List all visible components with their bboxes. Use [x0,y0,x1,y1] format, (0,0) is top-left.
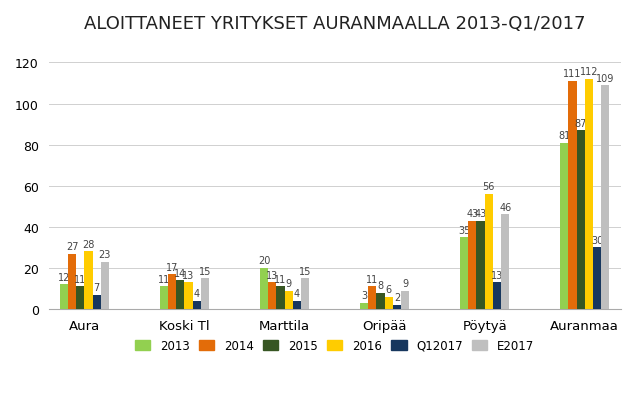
Text: 87: 87 [574,119,587,128]
Bar [93,295,101,309]
Text: 112: 112 [580,67,598,77]
Bar [468,221,477,309]
Text: 15: 15 [199,266,211,276]
Legend: 2013, 2014, 2015, 2016, Q12017, E2017: 2013, 2014, 2015, 2016, Q12017, E2017 [130,334,539,357]
Bar [160,287,168,309]
Text: 8: 8 [378,280,383,290]
Text: 12: 12 [58,272,70,282]
Text: 43: 43 [474,209,487,219]
Text: 109: 109 [596,73,615,83]
Text: 9: 9 [286,278,291,288]
Bar [168,275,176,309]
Bar [477,221,485,309]
Bar [101,262,109,309]
Text: 11: 11 [274,274,286,284]
Bar [576,131,585,309]
Text: 11: 11 [158,274,170,284]
Title: ALOITTANEET YRITYKSET AURANMAALLA 2013-Q1/2017: ALOITTANEET YRITYKSET AURANMAALLA 2013-Q… [84,15,585,33]
Bar [368,287,376,309]
Text: 13: 13 [182,270,195,280]
Bar [360,303,368,309]
Text: 14: 14 [174,268,187,278]
Bar [59,285,68,309]
Bar [176,281,185,309]
Bar [201,279,209,309]
Bar [460,237,468,309]
Text: 9: 9 [402,278,408,288]
Bar [593,248,601,309]
Text: 17: 17 [166,262,178,272]
Text: 46: 46 [499,202,511,213]
Text: 13: 13 [491,270,503,280]
Text: 30: 30 [591,235,603,245]
Text: 2: 2 [394,293,400,303]
Bar [393,305,401,309]
Bar [260,268,268,309]
Text: 27: 27 [66,241,78,252]
Bar [185,283,192,309]
Bar [68,254,76,309]
Text: 13: 13 [266,270,279,280]
Bar [284,291,293,309]
Bar [585,80,593,309]
Bar [376,293,385,309]
Text: 6: 6 [386,285,392,294]
Bar [485,194,493,309]
Text: 23: 23 [98,249,111,260]
Text: 11: 11 [366,274,378,284]
Bar [293,301,301,309]
Bar [568,82,576,309]
Text: 11: 11 [74,274,86,284]
Text: 4: 4 [194,289,200,298]
Text: 20: 20 [258,256,270,266]
Text: 111: 111 [563,69,581,79]
Text: 3: 3 [361,291,367,301]
Text: 7: 7 [93,282,100,292]
Text: 35: 35 [458,225,470,235]
Bar [76,287,84,309]
Text: 4: 4 [294,289,300,298]
Bar [301,279,309,309]
Bar [385,297,393,309]
Bar [601,86,610,309]
Bar [268,283,276,309]
Bar [192,301,201,309]
Bar [84,252,93,309]
Bar [276,287,284,309]
Text: 56: 56 [482,182,495,192]
Text: 43: 43 [466,209,479,219]
Text: 15: 15 [299,266,311,276]
Bar [493,283,501,309]
Text: 81: 81 [558,131,571,141]
Bar [560,143,568,309]
Text: 28: 28 [82,239,95,249]
Bar [401,291,409,309]
Bar [501,215,509,309]
